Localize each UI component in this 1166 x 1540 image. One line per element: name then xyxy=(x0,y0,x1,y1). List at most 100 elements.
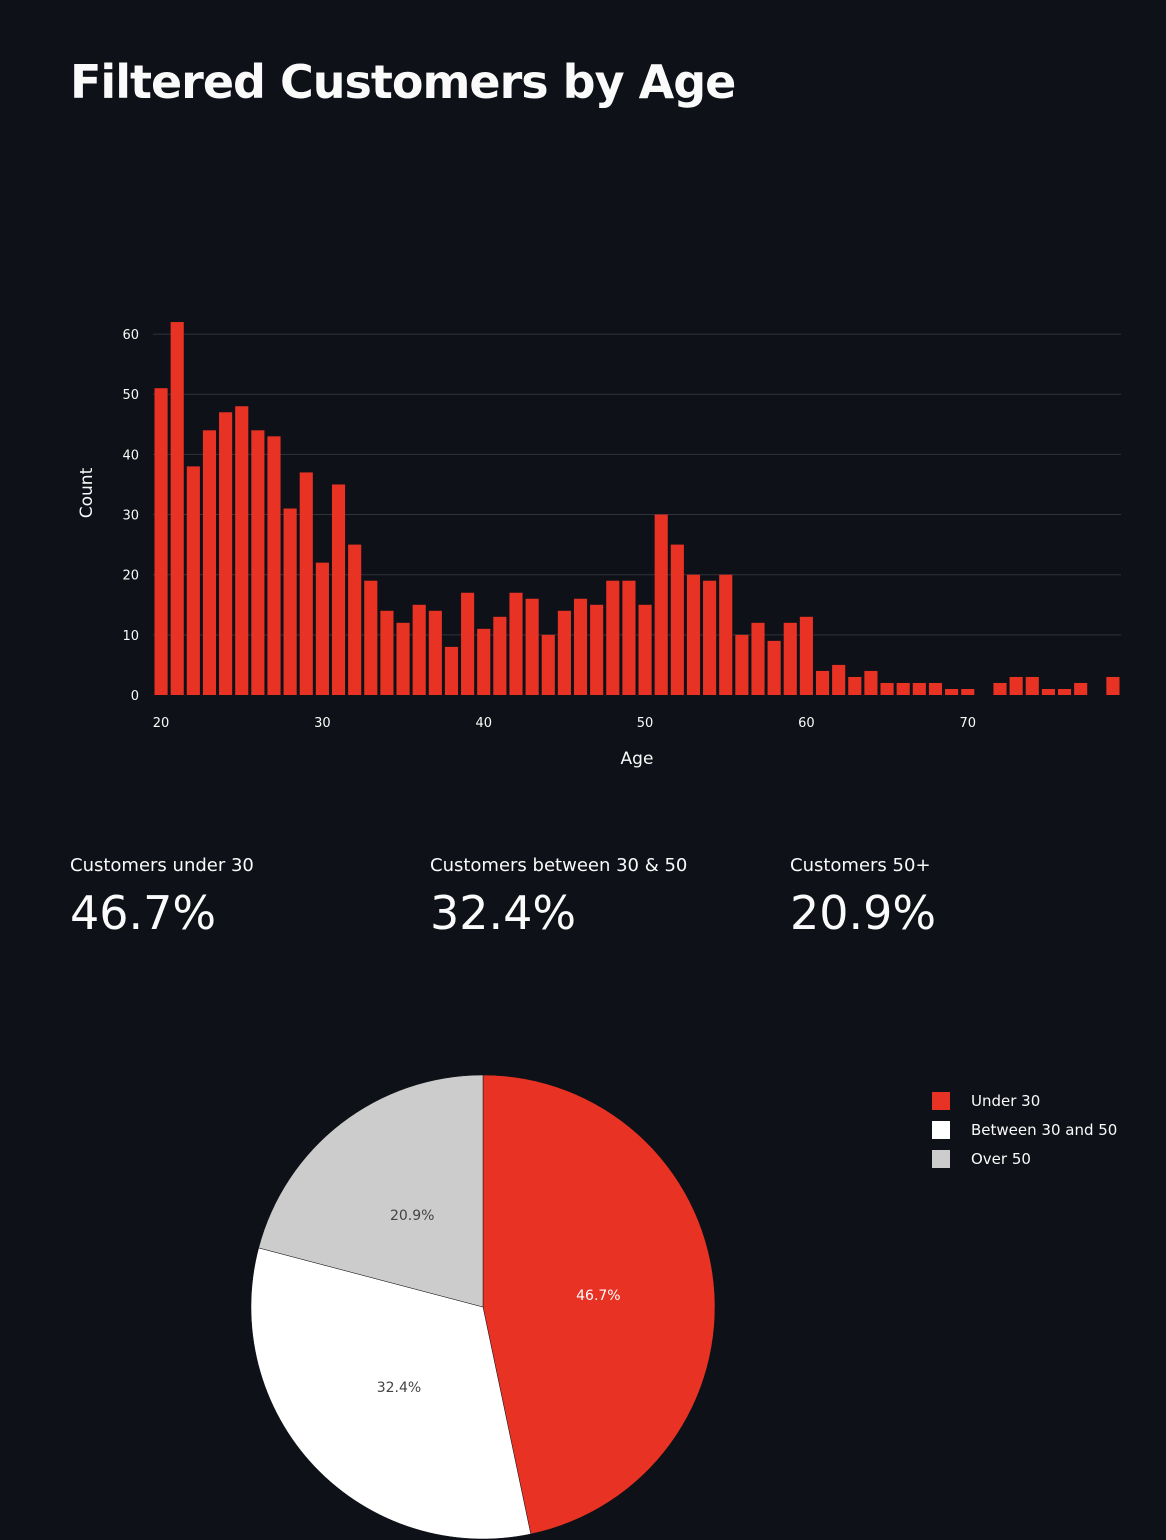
metric-label: Customers under 30 xyxy=(70,855,254,876)
histogram-bar[interactable] xyxy=(719,574,733,695)
pie-slices xyxy=(250,1074,716,1540)
histogram-bar[interactable] xyxy=(896,682,910,695)
histogram-bar[interactable] xyxy=(154,388,168,695)
histogram-bar[interactable] xyxy=(783,622,797,695)
histogram-bar[interactable] xyxy=(299,472,313,695)
histogram-bar[interactable] xyxy=(961,688,975,695)
histogram-y-axis-label: Count xyxy=(77,467,97,518)
histogram-bar[interactable] xyxy=(751,622,765,695)
legend-label: Between 30 and 50 xyxy=(971,1120,1118,1139)
legend-item-over-50[interactable]: Over 50 xyxy=(932,1144,1117,1173)
histogram-bar[interactable] xyxy=(219,412,233,695)
histogram-bar[interactable] xyxy=(945,688,959,695)
histogram-bar[interactable] xyxy=(1041,688,1055,695)
histogram-bar[interactable] xyxy=(703,580,717,695)
legend-item-between-30-and-50[interactable]: Between 30 and 50 xyxy=(932,1115,1117,1144)
histogram-bar[interactable] xyxy=(606,580,620,695)
histogram-bar[interactable] xyxy=(364,580,378,695)
histogram-bar[interactable] xyxy=(396,622,410,695)
histogram-bar[interactable] xyxy=(331,484,346,695)
histogram-bar[interactable] xyxy=(767,640,781,695)
histogram-bar[interactable] xyxy=(541,634,555,695)
pie-slice[interactable] xyxy=(482,1074,716,1535)
pie-slice[interactable] xyxy=(250,1247,532,1540)
histogram-bar[interactable] xyxy=(735,634,749,695)
y-tick-label: 20 xyxy=(122,569,139,584)
histogram-gridlines xyxy=(153,333,1121,636)
x-tick-label: 30 xyxy=(314,716,331,731)
histogram-bar[interactable] xyxy=(1025,676,1039,695)
histogram-bar[interactable] xyxy=(993,682,1007,695)
histogram-bar[interactable] xyxy=(380,610,394,695)
histogram-bar[interactable] xyxy=(428,610,442,695)
histogram-bar[interactable] xyxy=(928,682,943,695)
age-histogram[interactable]: 0 10 20 30 40 50 60 20 30 40 50 60 70 Count Age xyxy=(0,290,1166,780)
x-tick-label: 50 xyxy=(637,716,654,731)
histogram-bar[interactable] xyxy=(1106,676,1120,695)
histogram-bar[interactable] xyxy=(315,562,329,695)
histogram-bar[interactable] xyxy=(202,430,217,695)
metric-value: 32.4% xyxy=(430,886,577,940)
histogram-x-axis-label: Age xyxy=(621,749,654,769)
metric-50-plus: Customers 50+ 20.9% xyxy=(790,855,1130,940)
histogram-bar[interactable] xyxy=(267,436,281,695)
pie-legend: Under 30 Between 30 and 50 Over 50 xyxy=(932,1086,1117,1173)
histogram-bar[interactable] xyxy=(170,322,184,695)
histogram-bar[interactable] xyxy=(848,676,862,695)
histogram-bar[interactable] xyxy=(525,598,539,695)
histogram-bar[interactable] xyxy=(799,616,813,695)
histogram-x-tick-labels: 20 30 40 50 60 70 xyxy=(153,716,976,731)
histogram-bar[interactable] xyxy=(493,616,507,695)
legend-label: Under 30 xyxy=(971,1091,1041,1110)
y-tick-label: 40 xyxy=(122,448,139,463)
y-tick-label: 60 xyxy=(122,328,139,343)
x-tick-label: 20 xyxy=(153,716,170,731)
metric-value: 20.9% xyxy=(790,886,937,940)
histogram-bar[interactable] xyxy=(670,544,684,695)
pie-slice-labels: 46.7% 32.4% 20.9% xyxy=(377,1208,621,1396)
histogram-y-tick-labels: 0 10 20 30 40 50 60 xyxy=(122,328,139,704)
histogram-bar[interactable] xyxy=(557,610,571,695)
histogram-bar[interactable] xyxy=(348,544,362,695)
x-tick-label: 70 xyxy=(959,716,976,731)
histogram-bar[interactable] xyxy=(880,682,894,695)
histogram-bar[interactable] xyxy=(235,406,249,695)
pie-slice-label: 46.7% xyxy=(576,1288,620,1304)
x-tick-label: 60 xyxy=(798,716,815,731)
legend-label: Over 50 xyxy=(971,1149,1031,1168)
pie-slice[interactable] xyxy=(258,1074,484,1308)
histogram-bar[interactable] xyxy=(1057,688,1072,695)
histogram-bar[interactable] xyxy=(622,580,636,695)
histogram-bar[interactable] xyxy=(590,604,604,695)
histogram-bar[interactable] xyxy=(283,508,297,695)
pie-slice-label: 32.4% xyxy=(377,1380,421,1396)
histogram-bar[interactable] xyxy=(912,682,926,695)
metric-value: 46.7% xyxy=(70,886,217,940)
histogram-bar[interactable] xyxy=(412,604,426,695)
y-tick-label: 30 xyxy=(122,509,139,524)
age-group-pie-chart[interactable]: 46.7% 32.4% 20.9% xyxy=(0,1050,900,1540)
histogram-bar[interactable] xyxy=(509,592,523,695)
histogram-bar[interactable] xyxy=(1009,676,1023,695)
histogram-bar[interactable] xyxy=(477,628,491,695)
histogram-bar[interactable] xyxy=(1074,682,1088,695)
histogram-bar[interactable] xyxy=(461,592,475,695)
pie-slice-label: 20.9% xyxy=(390,1208,434,1224)
histogram-bar[interactable] xyxy=(686,574,701,695)
x-tick-label: 40 xyxy=(475,716,492,731)
histogram-bar[interactable] xyxy=(573,598,588,695)
y-tick-label: 0 xyxy=(131,689,139,704)
histogram-bar[interactable] xyxy=(638,604,652,695)
histogram-bar[interactable] xyxy=(832,664,846,695)
histogram-bar[interactable] xyxy=(444,646,459,695)
histogram-bar[interactable] xyxy=(186,466,200,695)
y-tick-label: 10 xyxy=(122,629,139,644)
histogram-bar[interactable] xyxy=(251,430,265,695)
histogram-bar[interactable] xyxy=(815,670,830,695)
histogram-bar[interactable] xyxy=(654,514,668,695)
histogram-bar[interactable] xyxy=(864,670,878,695)
legend-swatch xyxy=(932,1091,950,1110)
metric-30-to-50: Customers between 30 & 50 32.4% xyxy=(430,855,770,940)
legend-item-under-30[interactable]: Under 30 xyxy=(932,1086,1117,1115)
metric-label: Customers 50+ xyxy=(790,855,931,876)
